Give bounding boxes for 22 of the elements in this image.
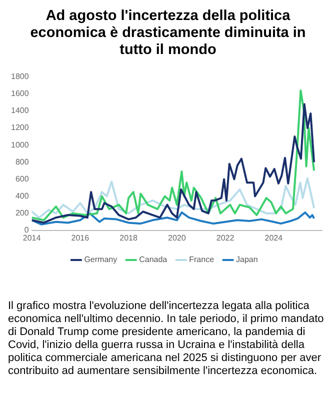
y-tick-label: 1200 xyxy=(11,123,30,132)
y-tick-label: 1400 xyxy=(11,106,30,116)
legend-label: France xyxy=(189,255,215,264)
y-tick-label: 600 xyxy=(15,174,30,184)
y-tick-label: 0 xyxy=(24,226,30,235)
x-tick-label: 2020 xyxy=(168,233,186,242)
y-tick-label: 1600 xyxy=(11,89,30,98)
legend-label: Germany xyxy=(84,255,118,264)
legend-label: Japan xyxy=(236,255,258,264)
chart-title: Ad agosto l'incertezza della politica economica è drasticamente diminuita in tutto il mondo xyxy=(29,8,307,59)
text: Il grafico mostra l'evoluzione dell'incertezza legata alla politica economica nell'ultimo decennio. In tale periodo, il primo mandato di Donald Trump come presidente americano, la pandemia di Covid, l'inizio della guerra russa in Ucraina e l'instabilità della politica commerciale americana nel 2025 si distinguono per aver contribuito ad aumentare sensibilmente l'incertezza economica. xyxy=(8,300,325,378)
y-tick-label: 1000 xyxy=(11,140,30,150)
x-tick-label: 2018 xyxy=(120,233,138,242)
x-tick-label: 2022 xyxy=(216,233,235,242)
legend-label: Canada xyxy=(139,255,168,264)
y-tick-label: 200 xyxy=(15,208,30,218)
y-tick-label: 400 xyxy=(15,191,30,200)
x-tick-label: 2016 xyxy=(71,233,90,242)
x-tick-label: 2024 xyxy=(264,233,284,242)
x-tick-label: 2014 xyxy=(22,233,42,242)
y-tick-label: 1800 xyxy=(11,72,30,82)
y-tick-label: 800 xyxy=(15,157,30,166)
